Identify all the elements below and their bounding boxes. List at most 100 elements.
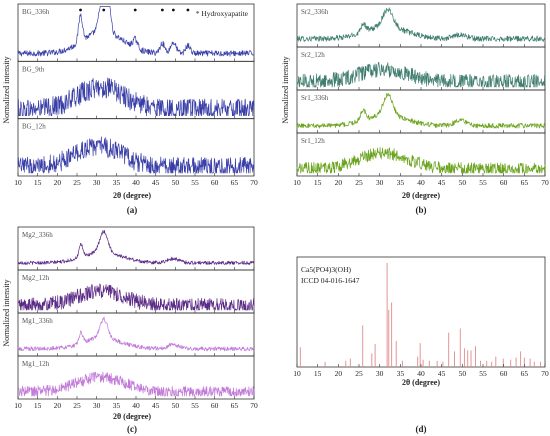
x-tick-label: 20 (335, 369, 343, 378)
series-line-BG_9th (17, 77, 255, 117)
subplot-frame (17, 269, 255, 314)
panel-b: Sr2_336h Sr2_12h Sr1_336h Sr1_12h 10 15 20 25 30… (281, 3, 549, 215)
reference-formula: Ca5(PO4)3(OH) (301, 265, 351, 274)
x-tick-label: 30 (376, 369, 384, 378)
y-axis-label: Normalized intensity (2, 279, 11, 346)
legend-hydroxyapatite: * Hydroxyapatite (196, 9, 249, 18)
hydroxyapatite-peak-marker (186, 8, 190, 12)
x-tick-label: 10 (293, 178, 301, 187)
x-tick-label: 30 (93, 178, 101, 187)
series-line-Sr1_12h (296, 147, 546, 174)
x-tick-label: 15 (34, 178, 42, 187)
x-tick-label: 45 (438, 369, 446, 378)
series-line-Mg2_336h (17, 229, 255, 265)
x-tick-label: 65 (521, 178, 529, 187)
x-tick-label: 60 (211, 178, 219, 187)
hydroxyapatite-peak-marker (79, 8, 82, 12)
x-tick-label: 30 (376, 178, 384, 187)
x-tick-label: 40 (417, 369, 425, 378)
hydroxyapatite-peak-marker (171, 8, 175, 12)
x-tick-label: 45 (438, 178, 446, 187)
panel-a: BG_336h BG_9th BG_12h 10 15 20 25 30 35 40 45 50 55 6… (2, 3, 258, 215)
x-tick-label: 15 (34, 401, 42, 410)
x-tick-label: 40 (417, 178, 425, 187)
x-tick-label: 20 (335, 178, 343, 187)
x-tick-label: 45 (152, 401, 160, 410)
series-label: BG_336h (22, 8, 50, 16)
series-label: Sr1_12h (301, 137, 325, 145)
x-tick-label: 20 (54, 178, 62, 187)
series-label: Mg1_336h (22, 317, 53, 325)
series-label: BG_9th (22, 65, 45, 73)
x-tick-label: 55 (191, 401, 199, 410)
series-line-Mg1_336h (17, 316, 255, 352)
x-tick-label: 25 (355, 178, 363, 187)
hydroxyapatite-peak-marker (102, 8, 106, 12)
x-tick-label: 10 (14, 178, 22, 187)
panel-label: (c) (127, 424, 137, 434)
x-axis-label: 2θ (degree) (402, 191, 440, 200)
series-label: Mg1_12h (22, 360, 50, 368)
x-tick-label: 45 (152, 178, 160, 187)
reference-card-id: ICCD 04-016-1647 (301, 276, 360, 285)
hydroxyapatite-peak-marker (133, 8, 137, 12)
x-axis-label: 2θ (degree) (402, 378, 440, 387)
y-axis-label: Normalized intensity (2, 56, 11, 123)
x-tick-label: 20 (54, 401, 62, 410)
series-label: Sr1_336h (301, 94, 329, 102)
x-tick-label: 70 (250, 401, 258, 410)
x-tick-label: 70 (541, 178, 549, 187)
panel-label: (d) (416, 424, 427, 434)
x-tick-label: 55 (479, 178, 487, 187)
x-tick-label: 60 (500, 178, 508, 187)
series-line-BG_336h (17, 6, 255, 57)
x-tick-label: 70 (250, 178, 258, 187)
x-tick-label: 35 (397, 178, 405, 187)
x-tick-label: 40 (132, 178, 140, 187)
x-tick-label: 40 (132, 401, 140, 410)
panel-c: Mg2_336h Mg2_12h Mg1_336h Mg1_12h 10 15 20 25 30… (2, 226, 258, 434)
y-axis-label: Normalized intensity (281, 56, 290, 123)
x-tick-label: 10 (293, 369, 301, 378)
series-line-Mg1_12h (17, 371, 255, 397)
series-line-Mg2_12h (17, 283, 255, 311)
series-line-Sr2_336h (296, 7, 546, 42)
x-tick-label: 25 (73, 178, 81, 187)
series-label: Mg2_336h (22, 231, 53, 239)
x-tick-label: 35 (397, 369, 405, 378)
series-line-Sr1_336h (296, 92, 546, 129)
x-tick-label: 50 (459, 178, 467, 187)
series-label: Sr2_12h (301, 51, 325, 59)
x-tick-label: 10 (14, 401, 22, 410)
subplot-frame (17, 118, 255, 177)
series-line-Sr2_12h (296, 61, 546, 88)
series-line-BG_12h (17, 136, 255, 174)
series-label: Mg2_12h (22, 274, 50, 282)
x-tick-label: 50 (172, 178, 180, 187)
x-axis-label: 2θ (degree) (113, 412, 151, 421)
series-label: Sr2_336h (301, 8, 329, 16)
x-tick-label: 50 (172, 401, 180, 410)
x-tick-label: 35 (113, 401, 121, 410)
series-label: BG_12h (22, 123, 46, 131)
panel-d: 10 15 20 25 30 35 40 45 50 55 60 65 70 Ca5(PO4)3(OH) I… (293, 256, 549, 434)
x-axis-label: 2θ (degree) (113, 191, 151, 200)
x-tick-label: 35 (113, 178, 121, 187)
x-tick-label: 70 (541, 369, 549, 378)
x-tick-label: 65 (231, 178, 239, 187)
x-tick-label: 60 (500, 369, 508, 378)
panel-label: (a) (127, 205, 138, 215)
hydroxyapatite-peak-marker (160, 8, 164, 12)
panel-label: (b) (416, 205, 427, 215)
x-tick-label: 25 (73, 401, 81, 410)
x-tick-label: 65 (521, 369, 529, 378)
x-tick-label: 15 (314, 369, 322, 378)
x-tick-label: 65 (231, 401, 239, 410)
x-tick-label: 55 (191, 178, 199, 187)
x-tick-label: 50 (459, 369, 467, 378)
x-tick-label: 15 (314, 178, 322, 187)
x-tick-label: 25 (355, 369, 363, 378)
x-tick-label: 55 (479, 369, 487, 378)
subplot-frame (17, 312, 255, 357)
